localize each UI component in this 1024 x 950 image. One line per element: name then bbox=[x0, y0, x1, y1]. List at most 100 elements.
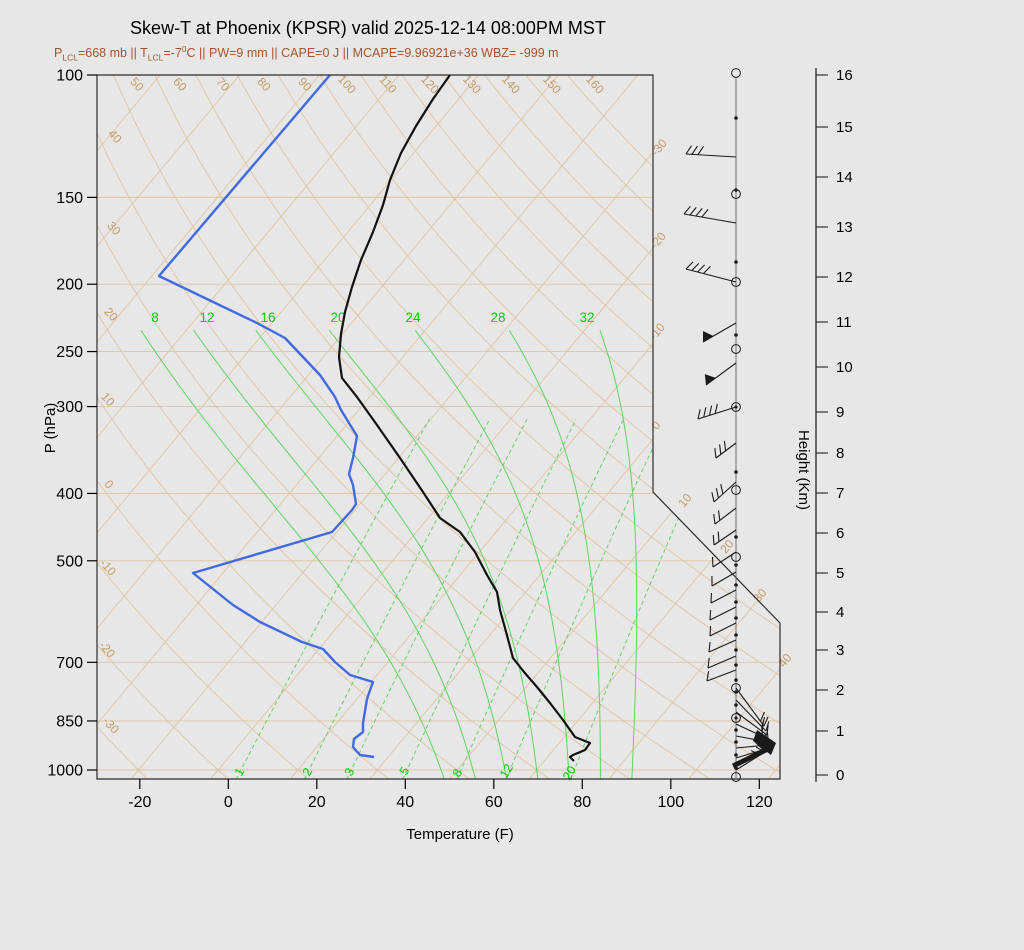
dry-adiabat-line bbox=[97, 75, 551, 779]
mixing-ratio-label: 5 bbox=[397, 764, 413, 777]
moist-adiabat-line bbox=[414, 329, 570, 779]
dry-adiabat-line bbox=[154, 75, 780, 779]
wind-barb-feather bbox=[695, 208, 703, 217]
moist-adiabat-line bbox=[193, 330, 477, 779]
wind-level-dot bbox=[734, 633, 738, 637]
moist-adiabat-label: 16 bbox=[260, 310, 275, 325]
dry-adiabat-label: 160 bbox=[583, 72, 607, 96]
temperature-tick-label: 80 bbox=[573, 794, 591, 811]
dry-adiabat-label: 70 bbox=[213, 75, 233, 95]
dry-adiabat-line bbox=[97, 75, 470, 779]
wind-barb-feather bbox=[703, 266, 711, 274]
dry-adiabat-line bbox=[97, 75, 310, 779]
isotherm-line bbox=[97, 75, 479, 779]
pressure-axis-label: P (hPa) bbox=[42, 403, 59, 454]
pressure-tick-label: 250 bbox=[56, 344, 83, 361]
wind-level-circle bbox=[731, 683, 741, 693]
dry-adiabat-line bbox=[278, 75, 780, 779]
moist-adiabat-line bbox=[599, 330, 638, 779]
wind-barb-shaft bbox=[713, 529, 737, 546]
moist-adiabat-line bbox=[255, 329, 508, 779]
sounding-traces bbox=[157, 75, 592, 762]
moist-adiabat-line bbox=[140, 330, 445, 779]
isotherm-line bbox=[0, 75, 80, 779]
wind-barb-shaft bbox=[708, 639, 737, 653]
temperature-tick-label: 40 bbox=[396, 794, 414, 811]
dry-adiabat-line bbox=[113, 75, 780, 779]
temperature-tick-label: 20 bbox=[308, 794, 326, 811]
isotherm-line bbox=[97, 75, 320, 779]
mixing-ratio-line bbox=[505, 419, 667, 779]
wind-barb-feather bbox=[711, 556, 714, 568]
temperature-tick-label: 0 bbox=[224, 794, 233, 811]
height-tick-label: 13 bbox=[836, 219, 853, 236]
mixing-ratio-line bbox=[456, 419, 624, 779]
wind-level-dot bbox=[734, 716, 738, 720]
isotherm-label: 0 bbox=[648, 418, 663, 432]
height-tick-label: 8 bbox=[836, 445, 844, 462]
dry-adiabat-label: 20 bbox=[101, 305, 121, 325]
wind-barb-shaft bbox=[714, 507, 737, 525]
mixing-ratio-label: 3 bbox=[342, 765, 358, 778]
wind-barb-shaft bbox=[683, 213, 737, 224]
wind-barb-cluster-blob bbox=[753, 730, 776, 755]
wind-barb-feather bbox=[720, 484, 724, 495]
temperature-tick-label: -20 bbox=[128, 794, 151, 811]
isotherm-line bbox=[97, 75, 559, 779]
dry-adiabat-line bbox=[97, 75, 390, 779]
dry-adiabat-line bbox=[401, 75, 780, 779]
wind-barb-feather bbox=[706, 671, 710, 682]
dry-adiabat-line bbox=[97, 75, 229, 779]
wind-barb-shaft bbox=[710, 589, 737, 604]
wind-level-circle bbox=[731, 277, 741, 287]
dry-adiabat-label: -10 bbox=[97, 556, 119, 578]
wind-barb-shaft bbox=[709, 606, 737, 621]
height-tick-label: 11 bbox=[836, 314, 852, 331]
dry-adiabat-line bbox=[443, 75, 780, 779]
wind-barb-shaft bbox=[702, 322, 737, 343]
isotherm-line bbox=[210, 75, 780, 779]
wind-level-dot bbox=[734, 616, 738, 620]
wind-barb-shaft bbox=[685, 153, 737, 158]
temperature-axis-label: Temperature (F) bbox=[406, 826, 514, 843]
isotherm-line bbox=[449, 75, 780, 779]
height-tick-label: 14 bbox=[836, 169, 853, 186]
isotherm-line bbox=[130, 75, 718, 779]
wind-level-circle bbox=[731, 402, 741, 412]
wind-barb-shaft bbox=[713, 481, 737, 503]
pressure-tick-label: 500 bbox=[56, 553, 83, 570]
height-tick-label: 15 bbox=[836, 119, 853, 136]
isotherm-line bbox=[767, 75, 780, 779]
isotherm-label: -20 bbox=[647, 229, 669, 252]
moist-adiabat-line bbox=[508, 330, 601, 779]
wind-level-dot bbox=[734, 333, 738, 337]
wind-level-dot bbox=[734, 535, 738, 539]
mixing-ratio-label: 2 bbox=[300, 765, 316, 778]
moist-adiabat-label: 32 bbox=[579, 310, 594, 325]
plot-frame bbox=[96, 74, 781, 780]
wind-barb-feather bbox=[701, 209, 709, 218]
pressure-tick-label: 300 bbox=[56, 399, 83, 416]
wind-barb-shaft bbox=[685, 268, 737, 283]
height-tick-label: 10 bbox=[836, 359, 853, 376]
pressure-tick-label: 100 bbox=[56, 68, 83, 85]
moist-adiabat-label: 8 bbox=[151, 310, 159, 325]
height-tick-label: 1 bbox=[836, 723, 844, 740]
height-tick-label: 12 bbox=[836, 269, 853, 286]
wind-barb-feather bbox=[691, 145, 698, 155]
wind-barb-feather bbox=[709, 625, 712, 637]
wind-level-dot bbox=[734, 740, 738, 744]
dry-adiabat-line bbox=[97, 75, 631, 779]
wind-level-dot bbox=[734, 703, 738, 707]
wind-barb-feather bbox=[703, 407, 707, 418]
temperature-tick-label: 100 bbox=[657, 794, 684, 811]
wind-level-dot bbox=[734, 728, 738, 732]
dry-adiabat-line bbox=[236, 75, 780, 779]
dry-adiabat-line bbox=[319, 75, 780, 779]
isotherm-line bbox=[97, 75, 241, 779]
wind-barb-feather bbox=[708, 405, 713, 416]
height-tick-label: 3 bbox=[836, 642, 844, 659]
wind-barb-feather bbox=[697, 409, 701, 420]
isotherm-line bbox=[97, 75, 400, 779]
